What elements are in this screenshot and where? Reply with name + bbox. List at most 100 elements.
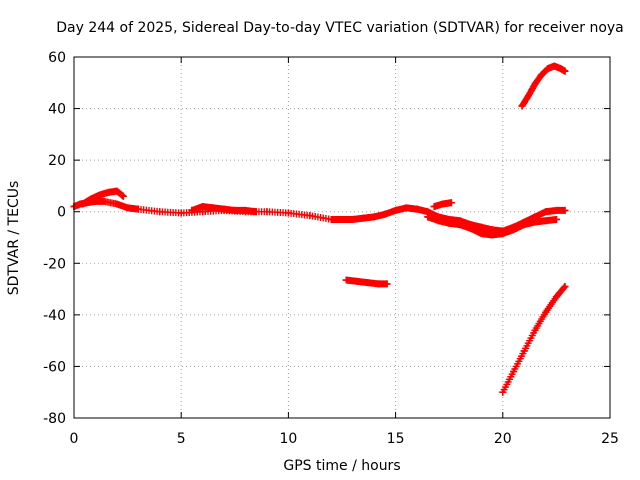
data-point xyxy=(531,326,539,334)
x-tick-label: 10 xyxy=(279,431,297,447)
data-point xyxy=(338,215,346,223)
y-tick-label: -80 xyxy=(43,411,66,427)
series-evening-lower-track xyxy=(424,213,560,239)
y-tick-label: 0 xyxy=(57,205,66,221)
data-point xyxy=(520,347,528,355)
series-isolated-segment xyxy=(342,276,391,288)
data-point xyxy=(542,217,550,225)
series-evening-upper-track xyxy=(430,199,455,211)
data-point xyxy=(477,223,485,231)
data-point xyxy=(434,217,442,225)
y-tick-label: -40 xyxy=(43,308,66,324)
series-descending-line xyxy=(499,282,569,396)
data-point xyxy=(561,67,569,75)
data-point xyxy=(413,205,421,213)
data-point xyxy=(220,205,228,213)
data-point xyxy=(359,214,367,222)
x-tick-label: 25 xyxy=(601,431,619,447)
data-point xyxy=(306,212,314,220)
data-point xyxy=(510,226,518,234)
data-point xyxy=(284,209,292,217)
data-point xyxy=(87,195,95,203)
x-axis-label: GPS time / hours xyxy=(283,458,400,474)
series-main-track xyxy=(70,197,569,235)
data-point xyxy=(488,231,496,239)
data-point xyxy=(402,204,410,212)
data-point xyxy=(374,280,382,288)
data-point xyxy=(113,200,121,208)
plot-frame xyxy=(73,56,611,419)
data-point xyxy=(370,213,378,221)
data-point xyxy=(209,204,217,212)
data-point xyxy=(557,65,565,73)
data-point xyxy=(100,197,108,205)
data-point xyxy=(104,188,112,196)
x-tick-label: 15 xyxy=(387,431,405,447)
y-axis-label: SDTVAR / TECUs xyxy=(6,181,22,296)
data-point xyxy=(199,203,207,211)
data-point xyxy=(542,208,550,216)
data-point xyxy=(430,203,438,211)
data-point xyxy=(499,230,507,238)
data-point xyxy=(381,210,389,218)
x-tick-label: 20 xyxy=(494,431,512,447)
data-point xyxy=(424,213,432,221)
data-point xyxy=(561,282,569,290)
data-point xyxy=(525,92,533,100)
data-point xyxy=(477,230,485,238)
series-early-upper-track xyxy=(79,187,127,208)
data-markers xyxy=(499,282,569,396)
x-tick-label: 5 xyxy=(177,431,186,447)
data-point xyxy=(263,208,271,216)
data-point xyxy=(467,224,475,232)
y-tick-label: 40 xyxy=(48,102,66,118)
data-point xyxy=(79,200,87,208)
data-point xyxy=(156,208,164,216)
x-tick-labels: 0 5 10 15 20 25 xyxy=(70,431,619,447)
data-point xyxy=(383,280,391,288)
data-point xyxy=(552,293,560,301)
data-point xyxy=(392,206,400,214)
y-tick-label: 20 xyxy=(48,153,66,169)
data-point xyxy=(134,205,142,213)
data-point xyxy=(542,308,550,316)
data-point xyxy=(510,368,518,376)
data-point xyxy=(552,215,560,223)
data-point xyxy=(447,199,455,207)
data-point xyxy=(520,221,528,229)
data-point xyxy=(439,200,447,208)
data-points xyxy=(70,62,569,396)
data-point xyxy=(353,277,361,285)
data-point xyxy=(252,208,260,216)
y-tick-labels: -80 -60 -40 -20 0 20 40 60 xyxy=(43,50,66,427)
data-point xyxy=(188,206,196,214)
data-point xyxy=(552,206,560,214)
data-point xyxy=(531,218,539,226)
data-point xyxy=(561,206,569,214)
y-tick-label: -60 xyxy=(43,359,66,375)
data-point xyxy=(544,65,552,73)
data-point xyxy=(124,204,132,212)
data-point xyxy=(113,187,121,195)
y-tick-label: 60 xyxy=(48,50,66,66)
axis-ticks xyxy=(73,56,611,419)
data-point xyxy=(231,206,239,214)
data-point xyxy=(177,209,185,217)
data-point xyxy=(342,276,350,284)
data-point xyxy=(445,219,453,227)
chart-title: Day 244 of 2025, Sidereal Day-to-day VTE… xyxy=(56,20,624,36)
data-point xyxy=(537,71,545,79)
data-point xyxy=(456,221,464,229)
series-high-arc xyxy=(518,62,569,110)
data-point xyxy=(550,62,558,70)
data-point xyxy=(96,191,104,199)
data-point xyxy=(349,215,357,223)
data-point xyxy=(242,206,250,214)
x-tick-label: 0 xyxy=(70,431,79,447)
data-point xyxy=(327,215,335,223)
data-point xyxy=(364,279,372,287)
data-point xyxy=(518,102,526,110)
series-mid-wave-track xyxy=(188,203,260,216)
data-point xyxy=(119,192,127,200)
